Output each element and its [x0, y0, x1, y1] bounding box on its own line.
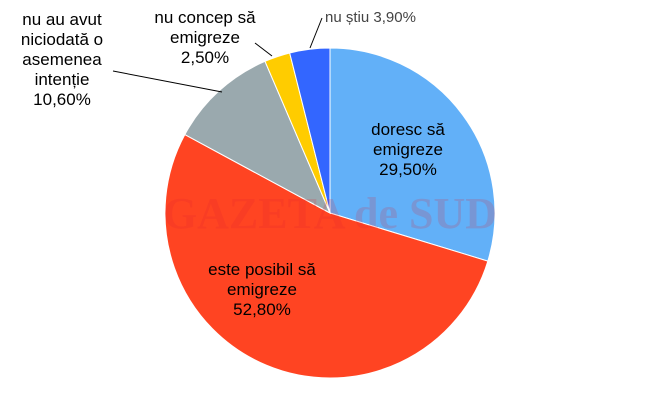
value-label: 29,50%	[379, 160, 437, 179]
pie-slice	[164, 133, 489, 379]
slice-label: nu știu 3,90%	[325, 8, 416, 28]
category-label: este posibil să emigreze	[208, 260, 316, 299]
leader-line	[112, 70, 223, 93]
value-label: 3,90%	[373, 9, 416, 26]
category-label: nu au avut niciodată o asemenea intenție	[20, 10, 104, 89]
value-label: 10,60%	[33, 90, 91, 109]
value-label: 52,80%	[233, 300, 291, 319]
slice-label: nu au avut niciodată o asemenea intenție…	[2, 10, 122, 110]
pie-slice	[289, 47, 331, 214]
leader-line	[254, 42, 273, 57]
pie-slice	[329, 47, 496, 262]
category-label: doresc să emigreze	[371, 120, 445, 159]
category-label: nu știu	[325, 9, 370, 26]
value-label: 2,50%	[180, 48, 230, 67]
slice-label: nu concep să emigreze 2,50%	[140, 8, 270, 68]
leader-line	[309, 17, 323, 49]
watermark: GAZETA de SUD	[163, 189, 497, 238]
slice-label: doresc să emigreze 29,50%	[353, 120, 463, 180]
category-label: nu concep să emigreze	[154, 8, 256, 47]
slice-label: este posibil să emigreze 52,80%	[192, 260, 332, 320]
